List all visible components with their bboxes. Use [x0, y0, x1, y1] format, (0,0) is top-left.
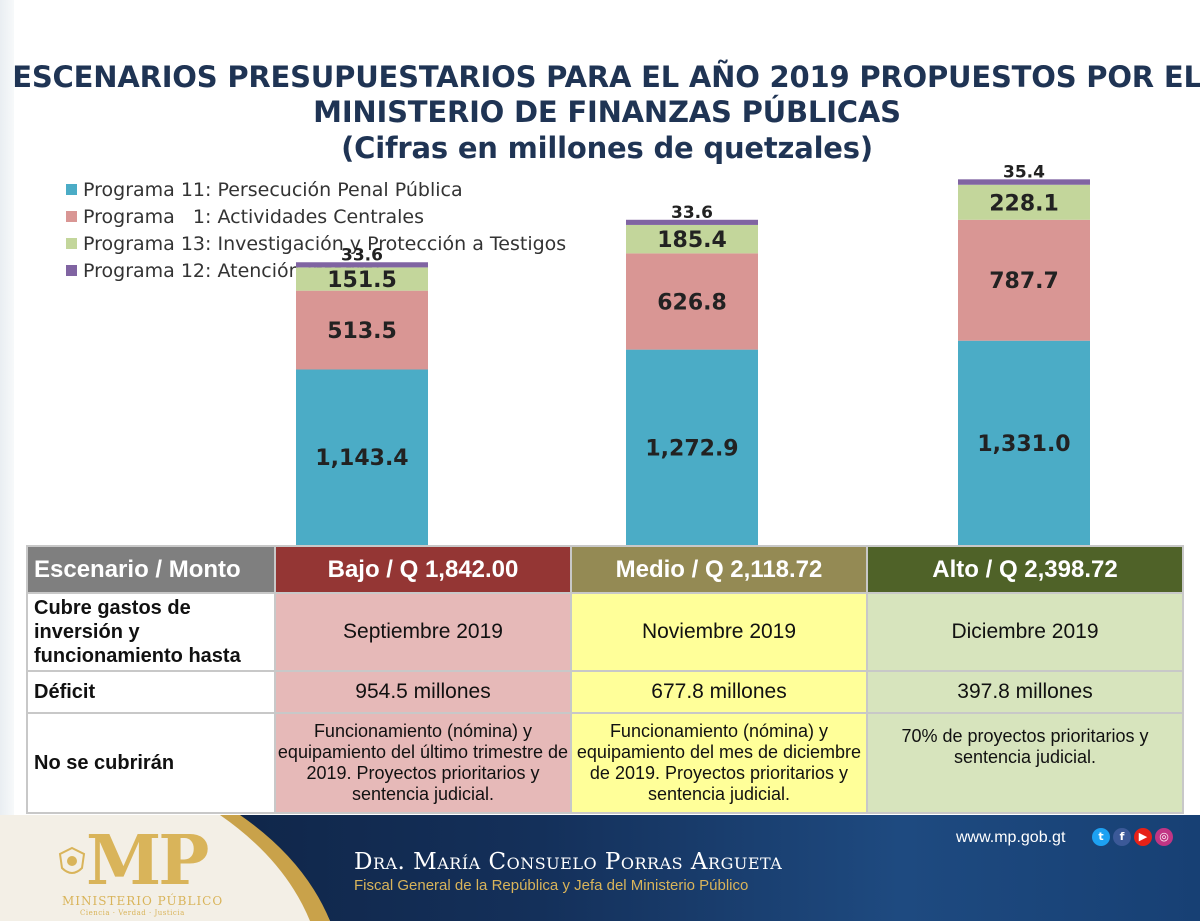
legend-swatch-programa-12	[66, 265, 77, 276]
table-header-bajo: Bajo / Q 1,842.00	[274, 545, 572, 594]
coat-of-arms-icon	[58, 846, 86, 874]
table-cell-medio: Funcionamiento (nómina) y equipamiento d…	[570, 712, 868, 814]
bar-alto-series-1	[958, 340, 1090, 545]
bar-bajo-series-3	[296, 267, 428, 291]
table-header-row: Escenario / Monto Bajo / Q 1,842.00 Medi…	[26, 545, 1184, 594]
data-label-alto-series-1: 1,331.0	[977, 432, 1070, 457]
attorney-general-title: Fiscal General de la República y Jefa de…	[354, 877, 749, 894]
table-cell-bajo: 954.5 millones	[274, 670, 572, 714]
bar-medio-series-2	[626, 253, 758, 350]
footer-gold-accent	[0, 815, 330, 921]
twitter-icon[interactable]: t	[1092, 828, 1110, 846]
table-row-label: No se cubrirán	[26, 712, 276, 814]
mp-logo: MP	[86, 821, 209, 901]
logo-institution-text: MINISTERIO PÚBLICO	[62, 894, 224, 908]
table-header-scenario: Escenario / Monto	[26, 545, 276, 594]
bar-medio-series-3	[626, 224, 758, 254]
legend-swatch-programa-11	[66, 184, 77, 195]
legend-item-programa-1: Programa 1: Actividades Centrales	[66, 203, 566, 230]
chart-subtitle: (Cifras en millones de quetzales)	[341, 131, 873, 165]
legend-label-programa-11: Programa 11: Persecución Penal Pública	[83, 178, 463, 201]
attorney-general-name: Dra. María Consuelo Porras Argueta	[354, 849, 783, 875]
youtube-icon[interactable]: ▶	[1134, 828, 1152, 846]
table-cell-bajo: Funcionamiento (nómina) y equipamiento d…	[274, 712, 572, 814]
table-cell-alto: 397.8 millones	[866, 670, 1184, 714]
website-url[interactable]: www.mp.gob.gt	[956, 829, 1066, 846]
table-cell-medio: Noviembre 2019	[570, 592, 868, 672]
legend-label-programa-1: Programa 1: Actividades Centrales	[83, 205, 424, 228]
chart-title-line-2: MINISTERIO DE FINANZAS PÚBLICAS	[313, 95, 901, 129]
logo-motto: Ciencia · Verdad · Justicia	[80, 909, 185, 917]
data-label-bajo-series-2: 513.5	[327, 319, 397, 344]
table-row-coverage: Cubre gastos de inversión y funcionamien…	[26, 592, 1184, 672]
instagram-icon[interactable]: ◎	[1155, 828, 1173, 846]
table-cell-alto: Diciembre 2019	[866, 592, 1184, 672]
table-header-alto: Alto / Q 2,398.72	[866, 545, 1184, 594]
table-row-deficit: Déficit 954.5 millones 677.8 millones 39…	[26, 670, 1184, 714]
table-row-label: Déficit	[26, 670, 276, 714]
data-label-bajo-series-1: 1,143.4	[315, 446, 408, 471]
data-label-medio-series-1: 1,272.9	[645, 436, 738, 461]
data-label-alto-series-2: 787.7	[989, 269, 1059, 294]
data-label-bajo-series-4: 33.6	[341, 245, 383, 265]
bar-alto-series-4	[958, 179, 1090, 185]
legend-swatch-programa-13	[66, 238, 77, 249]
bar-bajo-series-4	[296, 262, 428, 268]
bar-alto-series-2	[958, 219, 1090, 341]
bar-medio-series-4	[626, 219, 758, 225]
data-label-alto-series-3: 228.1	[989, 191, 1059, 216]
table-cell-medio: 677.8 millones	[570, 670, 868, 714]
table-header-medio: Medio / Q 2,118.72	[570, 545, 868, 594]
legend-label-programa-13: Programa 13: Investigación y Protección …	[83, 232, 567, 255]
data-label-medio-series-3: 185.4	[657, 228, 727, 253]
stacked-bar-chart: 1,143.4 513.5 151.5 33.6 1,272.9 626.8 185.4 33…	[296, 162, 1090, 545]
bar-bajo-series-1	[296, 369, 428, 545]
chart-title-line-1: ESCENARIOS PRESUPUESTARIOS PARA EL AÑO 2…	[12, 60, 1200, 94]
legend-item-programa-11: Programa 11: Persecución Penal Pública	[66, 176, 566, 203]
table-cell-alto: 70% de proyectos prioritarios y sentenci…	[866, 712, 1184, 814]
bar-bajo-series-2	[296, 290, 428, 370]
facebook-icon[interactable]: f	[1113, 828, 1131, 846]
slide-edge	[0, 0, 14, 921]
legend-item-programa-13: Programa 13: Investigación y Protección …	[66, 230, 566, 257]
bar-medio-series-1	[626, 349, 758, 545]
data-label-medio-series-2: 626.8	[657, 291, 727, 316]
legend-swatch-programa-1	[66, 211, 77, 222]
scenario-table: Escenario / Monto Bajo / Q 1,842.00 Medi…	[26, 545, 1184, 814]
table-row-uncovered: No se cubrirán Funcionamiento (nómina) y…	[26, 712, 1184, 814]
data-label-medio-series-4: 33.6	[671, 203, 713, 223]
data-label-bajo-series-3: 151.5	[327, 268, 397, 293]
table-row-label: Cubre gastos de inversión y funcionamien…	[26, 592, 276, 672]
table-cell-bajo: Septiembre 2019	[274, 592, 572, 672]
bar-alto-series-3	[958, 184, 1090, 220]
data-label-alto-series-4: 35.4	[1003, 162, 1045, 182]
